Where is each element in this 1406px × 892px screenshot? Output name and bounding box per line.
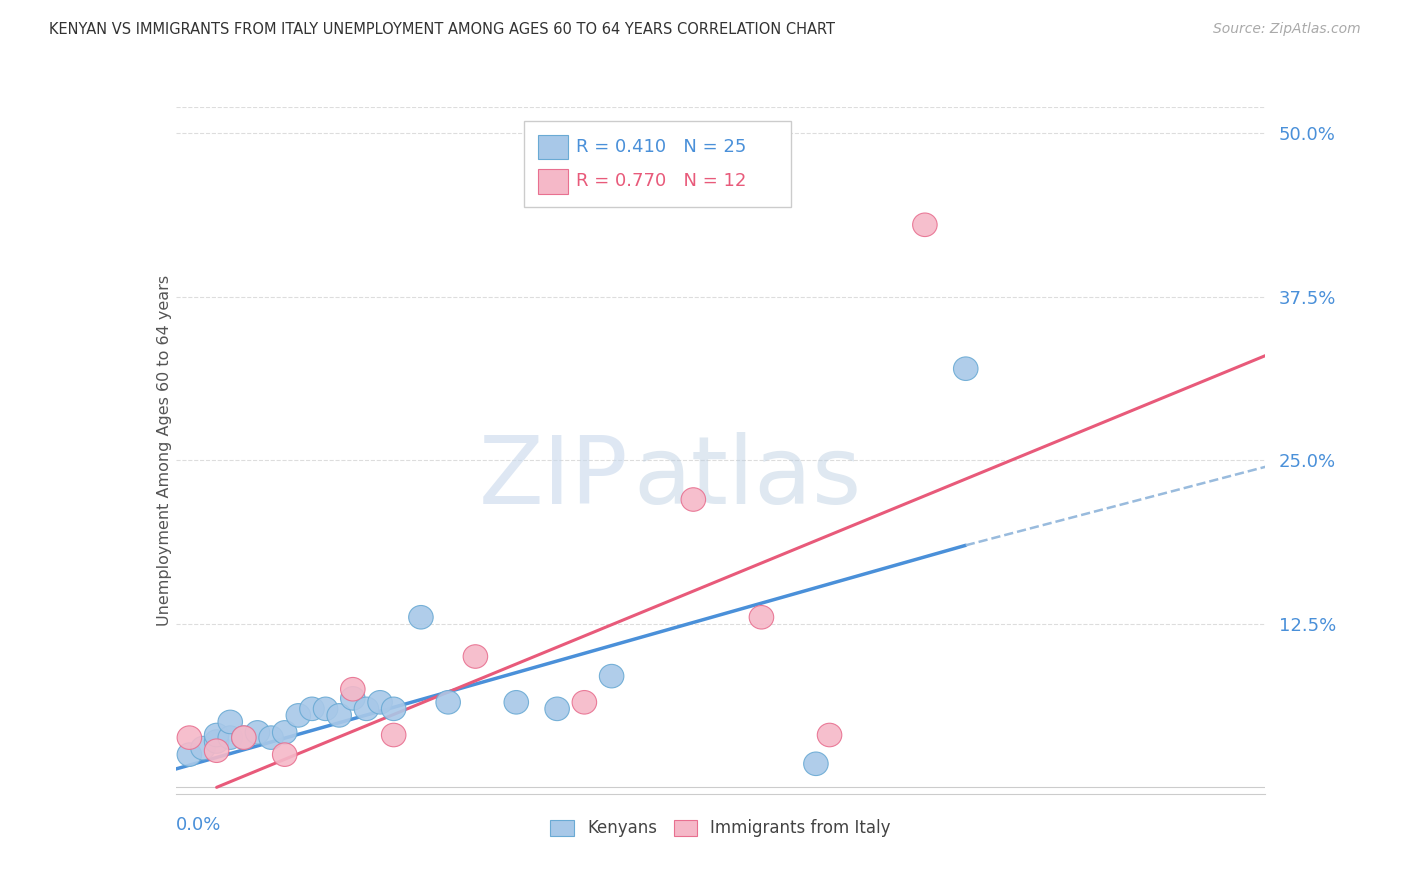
Ellipse shape [245, 721, 270, 744]
Y-axis label: Unemployment Among Ages 60 to 64 years: Unemployment Among Ages 60 to 64 years [157, 275, 172, 626]
Ellipse shape [191, 736, 215, 760]
Text: KENYAN VS IMMIGRANTS FROM ITALY UNEMPLOYMENT AMONG AGES 60 TO 64 YEARS CORRELATI: KENYAN VS IMMIGRANTS FROM ITALY UNEMPLOY… [49, 22, 835, 37]
Ellipse shape [381, 697, 406, 721]
Ellipse shape [912, 213, 938, 236]
Ellipse shape [436, 690, 460, 714]
Ellipse shape [354, 697, 378, 721]
Ellipse shape [204, 723, 229, 747]
Ellipse shape [749, 606, 773, 629]
Ellipse shape [463, 645, 488, 668]
Ellipse shape [328, 704, 352, 727]
Ellipse shape [204, 730, 229, 754]
Ellipse shape [232, 726, 256, 749]
Ellipse shape [259, 726, 284, 749]
Text: R = 0.770   N = 12: R = 0.770 N = 12 [575, 172, 747, 190]
Ellipse shape [204, 739, 229, 763]
Ellipse shape [599, 665, 624, 688]
Ellipse shape [299, 697, 325, 721]
Ellipse shape [368, 690, 392, 714]
Ellipse shape [572, 690, 596, 714]
Ellipse shape [953, 357, 979, 381]
Ellipse shape [340, 677, 366, 701]
Ellipse shape [314, 697, 337, 721]
Text: atlas: atlas [633, 432, 862, 524]
Ellipse shape [340, 687, 366, 710]
Ellipse shape [232, 726, 256, 749]
Text: 0.0%: 0.0% [176, 816, 221, 834]
Ellipse shape [218, 710, 242, 734]
Ellipse shape [817, 723, 842, 747]
Text: ZIP: ZIP [478, 432, 628, 524]
Ellipse shape [681, 488, 706, 511]
FancyBboxPatch shape [537, 169, 568, 194]
Ellipse shape [285, 704, 311, 727]
Ellipse shape [273, 721, 297, 744]
Ellipse shape [409, 606, 433, 629]
Text: Source: ZipAtlas.com: Source: ZipAtlas.com [1213, 22, 1361, 37]
Ellipse shape [503, 690, 529, 714]
Ellipse shape [177, 726, 201, 749]
FancyBboxPatch shape [537, 135, 568, 160]
Legend: Kenyans, Immigrants from Italy: Kenyans, Immigrants from Italy [544, 813, 897, 844]
Text: R = 0.410   N = 25: R = 0.410 N = 25 [575, 138, 747, 156]
Ellipse shape [218, 726, 242, 749]
Ellipse shape [273, 743, 297, 766]
Ellipse shape [546, 697, 569, 721]
Ellipse shape [177, 743, 201, 766]
Ellipse shape [804, 752, 828, 775]
FancyBboxPatch shape [524, 120, 792, 207]
Ellipse shape [381, 723, 406, 747]
